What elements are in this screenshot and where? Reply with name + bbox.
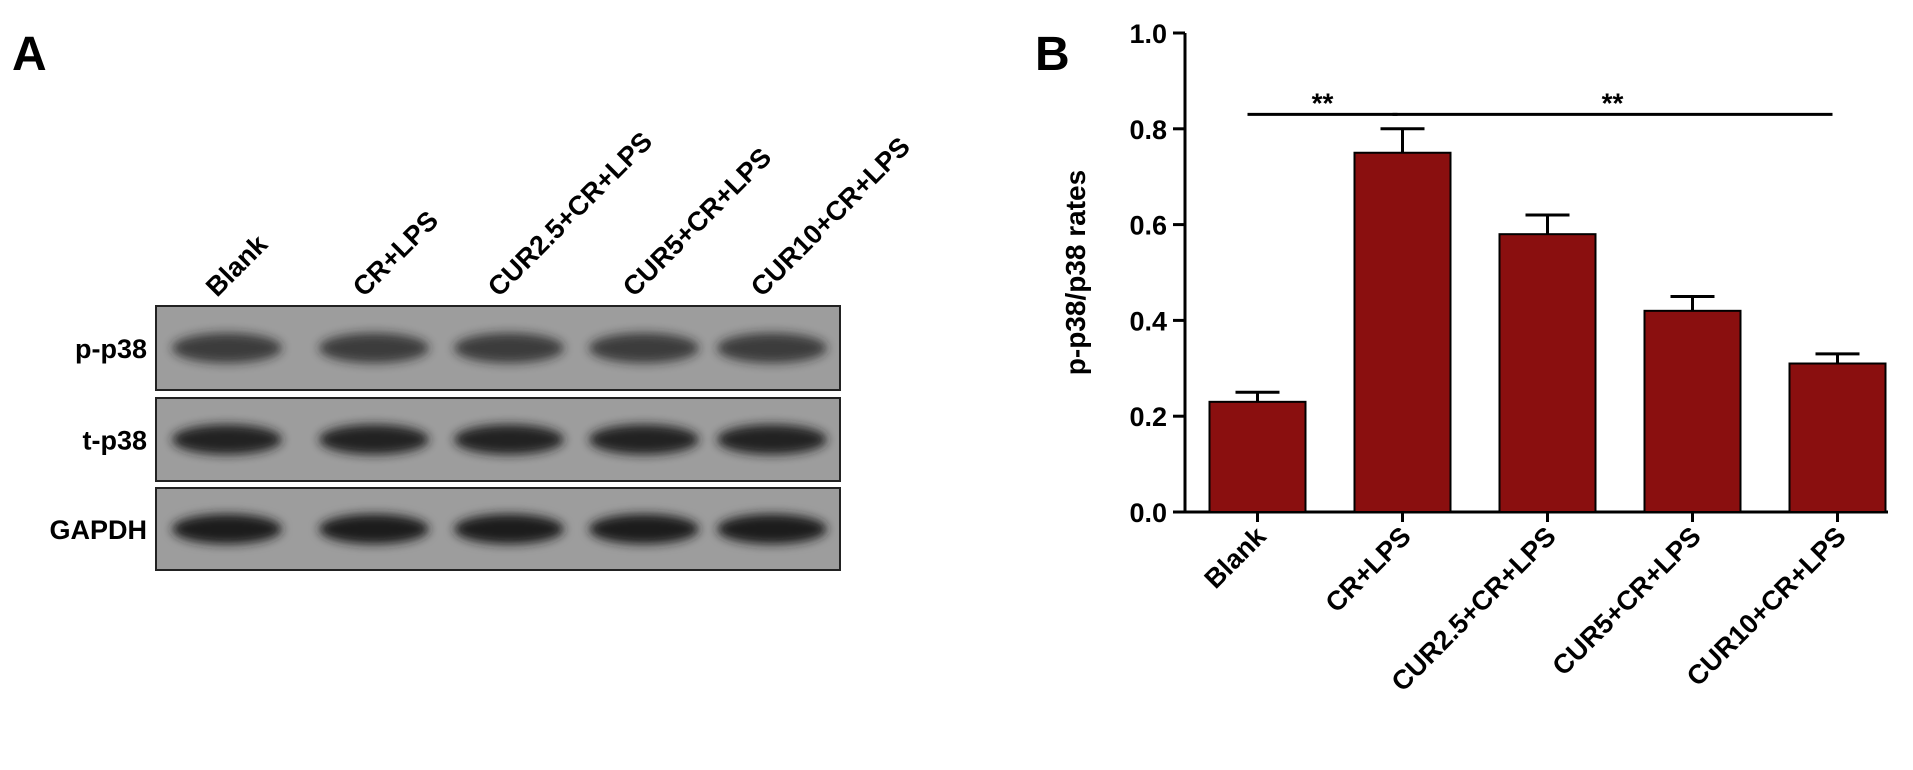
row-label: t-p38 (82, 426, 147, 456)
blot-band (319, 514, 429, 544)
bar (1643, 309, 1742, 513)
x-tick-label: CUR10+CR+LPS (1681, 521, 1852, 692)
blot-band (319, 424, 429, 455)
y-tick-label: 1.0 (1129, 19, 1167, 49)
blot-band (717, 424, 827, 455)
y-tick-label: 0.0 (1129, 498, 1167, 528)
y-tick-label: 0.6 (1129, 211, 1167, 241)
blot-band (454, 424, 564, 455)
blot-band (172, 424, 282, 455)
bar (1353, 151, 1452, 513)
x-tick-label: CUR2.5+CR+LPS (1386, 521, 1562, 697)
blot-band (717, 514, 827, 544)
bar (1208, 400, 1307, 513)
lane-label: CR+LPS (347, 205, 444, 302)
blot-band (319, 333, 429, 363)
x-tick-label: Blank (1199, 520, 1273, 594)
blot-band (589, 424, 699, 455)
row-label: p-p38 (75, 334, 147, 364)
x-tick-label: CUR5+CR+LPS (1547, 521, 1707, 681)
y-tick-label: 0.8 (1129, 115, 1167, 145)
lane-label: Blank (200, 228, 274, 302)
blot-band (454, 514, 564, 544)
significance-label: ** (1312, 87, 1334, 118)
panel-label: A (12, 28, 47, 81)
blot-band (454, 333, 564, 363)
blot-band (589, 514, 699, 544)
blot-band (172, 333, 282, 363)
y-tick-label: 0.4 (1129, 306, 1167, 336)
bar (1788, 362, 1887, 514)
row-label: GAPDH (49, 515, 147, 545)
blot-band (589, 333, 699, 363)
x-tick-label: CR+LPS (1320, 521, 1417, 618)
blot-band (717, 333, 827, 363)
bar (1498, 233, 1597, 513)
y-tick-label: 0.2 (1129, 402, 1167, 432)
y-axis-label: p-p38/p38 rates (1060, 170, 1091, 375)
panel-label: B (1035, 28, 1070, 81)
blot-band (172, 514, 282, 544)
significance-label: ** (1602, 87, 1624, 118)
